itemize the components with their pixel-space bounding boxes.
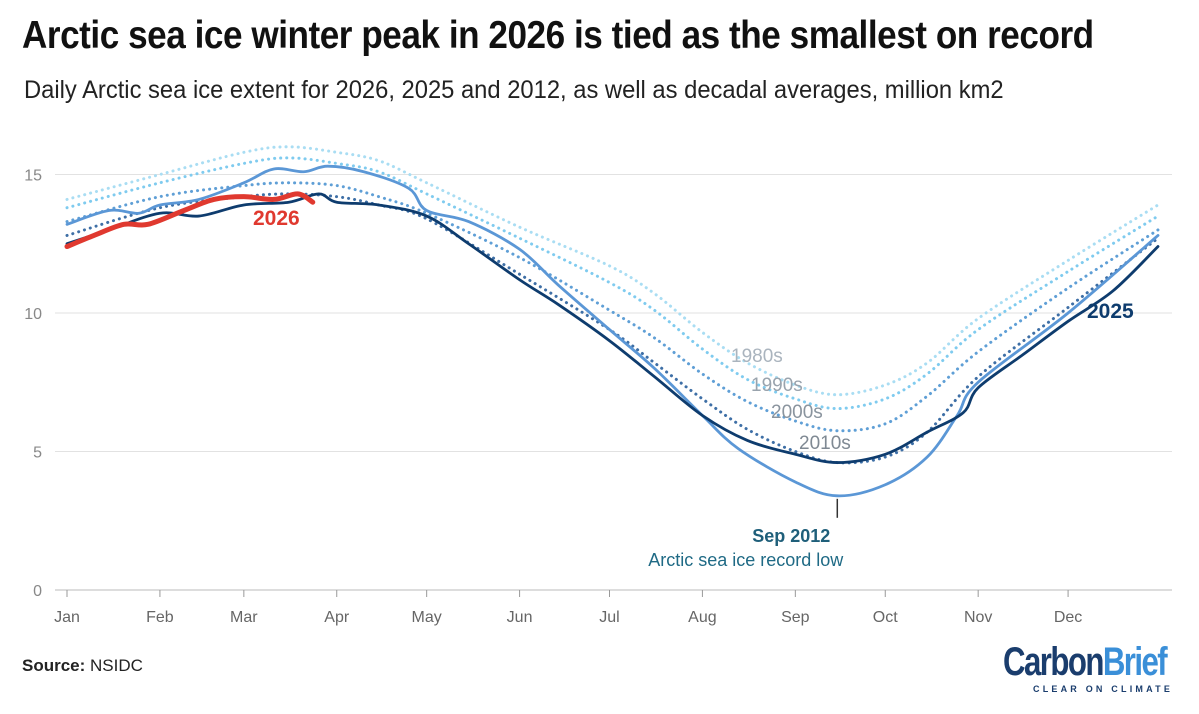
series-line-2026 xyxy=(64,191,316,250)
x-tick-label-aug: Aug xyxy=(688,609,716,626)
series-line-2000s xyxy=(65,181,1160,433)
x-tick-label-feb: Feb xyxy=(146,609,174,626)
x-tick-label-nov: Nov xyxy=(964,609,992,626)
series-line-2012 xyxy=(65,164,1160,498)
annotation-title: Sep 2012 xyxy=(752,526,830,546)
annotation-text: Arctic sea ice record low xyxy=(648,550,844,570)
y-tick-label: 0 xyxy=(33,583,42,600)
series-label-2025: 2025 xyxy=(1087,300,1134,323)
source-value: NSIDC xyxy=(90,656,143,675)
x-tick-label-oct: Oct xyxy=(873,609,898,626)
x-tick-label-dec: Dec xyxy=(1054,609,1082,626)
logo-part1: Carbon xyxy=(1003,640,1104,684)
chart-subtitle: Daily Arctic sea ice extent for 2026, 20… xyxy=(24,76,1004,104)
chart-title: Arctic sea ice winter peak in 2026 is ti… xyxy=(22,14,1094,57)
carbon-brief-logo: CarbonBrief CLEAR ON CLIMATE xyxy=(1003,642,1199,695)
y-tick-label: 5 xyxy=(33,445,42,462)
series-line-1990s xyxy=(65,156,1160,411)
x-tick-label-may: May xyxy=(412,609,442,626)
series-line-1980s xyxy=(65,145,1160,397)
x-tick-label-jan: Jan xyxy=(54,609,80,626)
series-line-2025 xyxy=(65,192,1160,464)
series-label-2010s: 2010s xyxy=(799,433,851,454)
source-note: Source: NSIDC xyxy=(22,656,143,676)
logo-tagline: CLEAR ON CLIMATE xyxy=(1033,684,1174,694)
y-tick-label: 10 xyxy=(24,306,42,323)
x-tick-label-mar: Mar xyxy=(230,609,258,626)
x-tick-label-apr: Apr xyxy=(324,609,350,626)
x-tick-label-sep: Sep xyxy=(781,609,810,626)
series-label-2000s: 2000s xyxy=(771,402,823,423)
series-label-1990s: 1990s xyxy=(751,375,803,396)
logo-part2: Brief xyxy=(1102,640,1168,684)
x-tick-label-jun: Jun xyxy=(507,609,533,626)
source-label: Source: xyxy=(22,656,86,675)
series-line-2010s xyxy=(65,192,1160,465)
y-tick-label: 15 xyxy=(24,168,42,185)
series-label-2026: 2026 xyxy=(253,207,300,230)
x-tick-label-jul: Jul xyxy=(599,609,619,626)
series-label-1980s: 1980s xyxy=(731,346,783,367)
